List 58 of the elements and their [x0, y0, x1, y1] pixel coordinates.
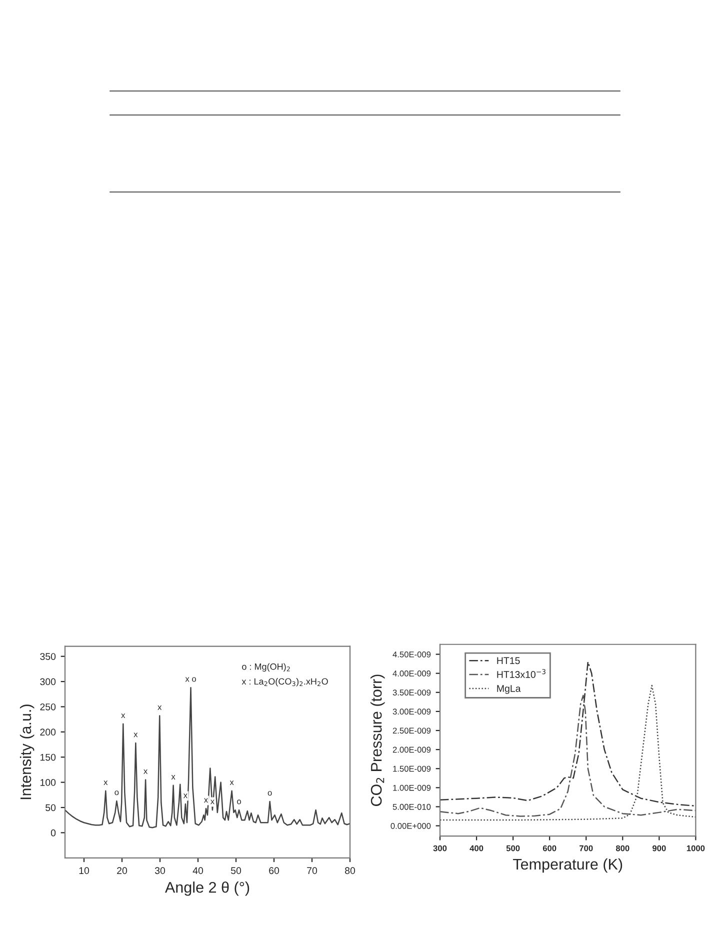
annotation: x: [230, 780, 234, 785]
y-tick-label: 2.50E-009: [392, 728, 431, 734]
y-tick-label: 250: [40, 703, 56, 710]
y-tick-label: 2.00E-009: [392, 746, 431, 753]
legend-label: MgLa: [497, 685, 521, 694]
x-tick-label: 20: [117, 867, 128, 874]
y-tick-label: 0.00E+000: [390, 822, 431, 829]
annotation: x: [183, 794, 188, 798]
annotation: x: [204, 798, 208, 803]
y-tick-label: 4.00E-009: [392, 670, 431, 676]
x-tick-label: 1000: [686, 845, 705, 852]
text: x : La$_{2}$O(CO$_{3}$)$_{2}$.xH$_{2}$O: [242, 678, 328, 686]
x-axis-title: Temperature (K): [513, 858, 622, 873]
line-series: [65, 686, 350, 828]
annotation: x o: [185, 677, 196, 682]
x-tick-label: 80: [345, 867, 356, 874]
annotation: o: [237, 800, 242, 804]
y-tick-label: 150: [40, 754, 56, 761]
x-tick-label: 900: [652, 845, 666, 852]
y-tick-label: 350: [40, 653, 56, 660]
annotation: x: [210, 800, 214, 804]
x-tick-label: 10: [79, 867, 90, 874]
x-tick-label: 600: [542, 845, 556, 852]
y-axis-title: CO$_{2}$ Pressure (torr): [370, 674, 385, 806]
x-tick-label: 50: [230, 867, 242, 874]
annotation: x: [144, 769, 148, 774]
legend-label: HT15: [497, 657, 520, 664]
y-tick-label: 300: [40, 678, 56, 686]
x-tick-label: 500: [506, 845, 520, 852]
annotation: x: [134, 732, 138, 738]
y-tick-label: 3.00E-009: [392, 708, 431, 715]
x-tick-label: 60: [269, 867, 280, 874]
y-tick-label: 0: [50, 829, 56, 836]
legend-label: HT13x10$^{−3}$: [497, 669, 546, 678]
x-tick-label: 40: [192, 867, 204, 874]
x-axis-title: Angle 2 θ (°): [164, 882, 250, 896]
x-tick-label: 400: [470, 845, 484, 852]
x-tick-label: 700: [580, 845, 593, 852]
x-tick-label: 300: [433, 845, 447, 852]
y-tick-label: 5.00E-010: [392, 804, 431, 810]
y-tick-label: 100: [40, 779, 56, 786]
annotation: x: [121, 714, 126, 718]
annotation: x: [158, 706, 162, 710]
annotation: o : Mg(OH)$_{2}$: [242, 663, 290, 672]
y-axis-title: Intensity (a.u.): [20, 704, 34, 800]
x-tick-label: 70: [307, 867, 318, 874]
y-tick-label: 1.50E-009: [393, 766, 431, 772]
x-tick-label: 800: [616, 845, 630, 852]
x-tick-label: 30: [154, 867, 166, 874]
annotation: o: [114, 790, 119, 796]
y-tick-label: 50: [46, 804, 56, 812]
annotation: x: [104, 780, 108, 785]
y-tick-label: 4.50E-009: [392, 651, 431, 658]
annotation: x: [171, 775, 176, 780]
y-tick-label: 1.00E-009: [393, 784, 431, 791]
y-tick-label: 3.50E-009: [392, 690, 431, 696]
annotation: o: [268, 791, 272, 796]
y-tick-label: 200: [40, 728, 56, 736]
